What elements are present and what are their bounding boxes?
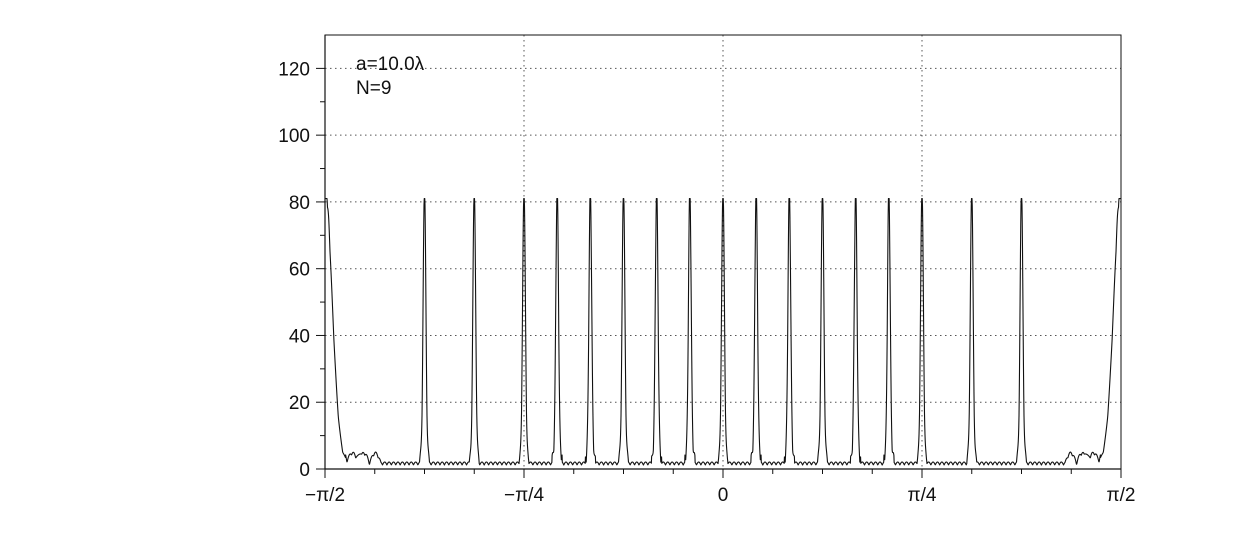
y-tick-label: 40 — [289, 326, 310, 347]
y-tick-label: 60 — [289, 260, 310, 281]
series-line — [324, 198, 1122, 466]
x-tick-label: −π/2 — [305, 485, 345, 506]
y-tick-label: 0 — [299, 460, 310, 481]
grid-lines — [325, 35, 1121, 469]
x-tick-label: π/2 — [1107, 485, 1136, 506]
y-tick-label: 100 — [278, 126, 310, 147]
tick-labels: 0 20 40 60 80 100 120 −π/2 −π/4 0 π/4 π/2 — [278, 59, 1135, 506]
annotation-element-count: N=9 — [356, 78, 391, 99]
y-tick-label: 20 — [289, 393, 310, 414]
x-tick-label: −π/4 — [504, 485, 544, 506]
y-tick-label: 80 — [289, 193, 310, 214]
annotation-aperture: a=10.0λ — [356, 54, 425, 75]
x-tick-label: 0 — [718, 485, 729, 506]
axes — [316, 35, 1122, 478]
y-tick-label: 120 — [278, 59, 310, 80]
x-tick-label: π/4 — [908, 485, 937, 506]
